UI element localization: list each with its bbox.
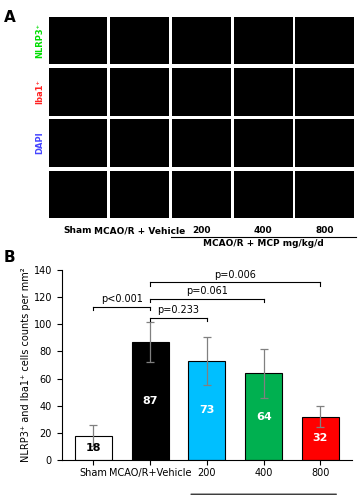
Text: Iba1⁺: Iba1⁺ (36, 80, 44, 104)
Text: 200: 200 (192, 226, 211, 235)
Text: 64: 64 (256, 412, 272, 422)
Bar (302, 416, 339, 460)
Text: 800: 800 (316, 226, 334, 235)
Text: MCAO/R + MCP mg/kg/d: MCAO/R + MCP mg/kg/d (203, 239, 323, 248)
Bar (245, 373, 282, 460)
Text: Merge: Merge (36, 180, 44, 210)
Text: 32: 32 (313, 434, 328, 444)
Text: 18: 18 (86, 443, 101, 453)
Text: MCAO/R + Vehicle: MCAO/R + Vehicle (94, 226, 185, 235)
Bar (75, 436, 112, 460)
Bar (188, 361, 225, 460)
Text: B: B (4, 250, 15, 265)
Text: A: A (4, 10, 15, 25)
Text: p<0.001: p<0.001 (101, 294, 143, 304)
Text: 73: 73 (199, 406, 215, 415)
Text: 400: 400 (254, 226, 273, 235)
Y-axis label: NLRP3⁺ and Iba1⁺ cells counts per mm²: NLRP3⁺ and Iba1⁺ cells counts per mm² (21, 268, 31, 462)
Text: 87: 87 (142, 396, 158, 406)
Text: p=0.061: p=0.061 (186, 286, 228, 296)
Text: DAPI: DAPI (36, 132, 44, 154)
Text: p=0.006: p=0.006 (215, 270, 256, 280)
Bar (132, 342, 168, 460)
Text: NLRP3⁺: NLRP3⁺ (36, 23, 44, 58)
Text: p=0.233: p=0.233 (158, 305, 200, 315)
Text: Sham: Sham (64, 226, 92, 235)
